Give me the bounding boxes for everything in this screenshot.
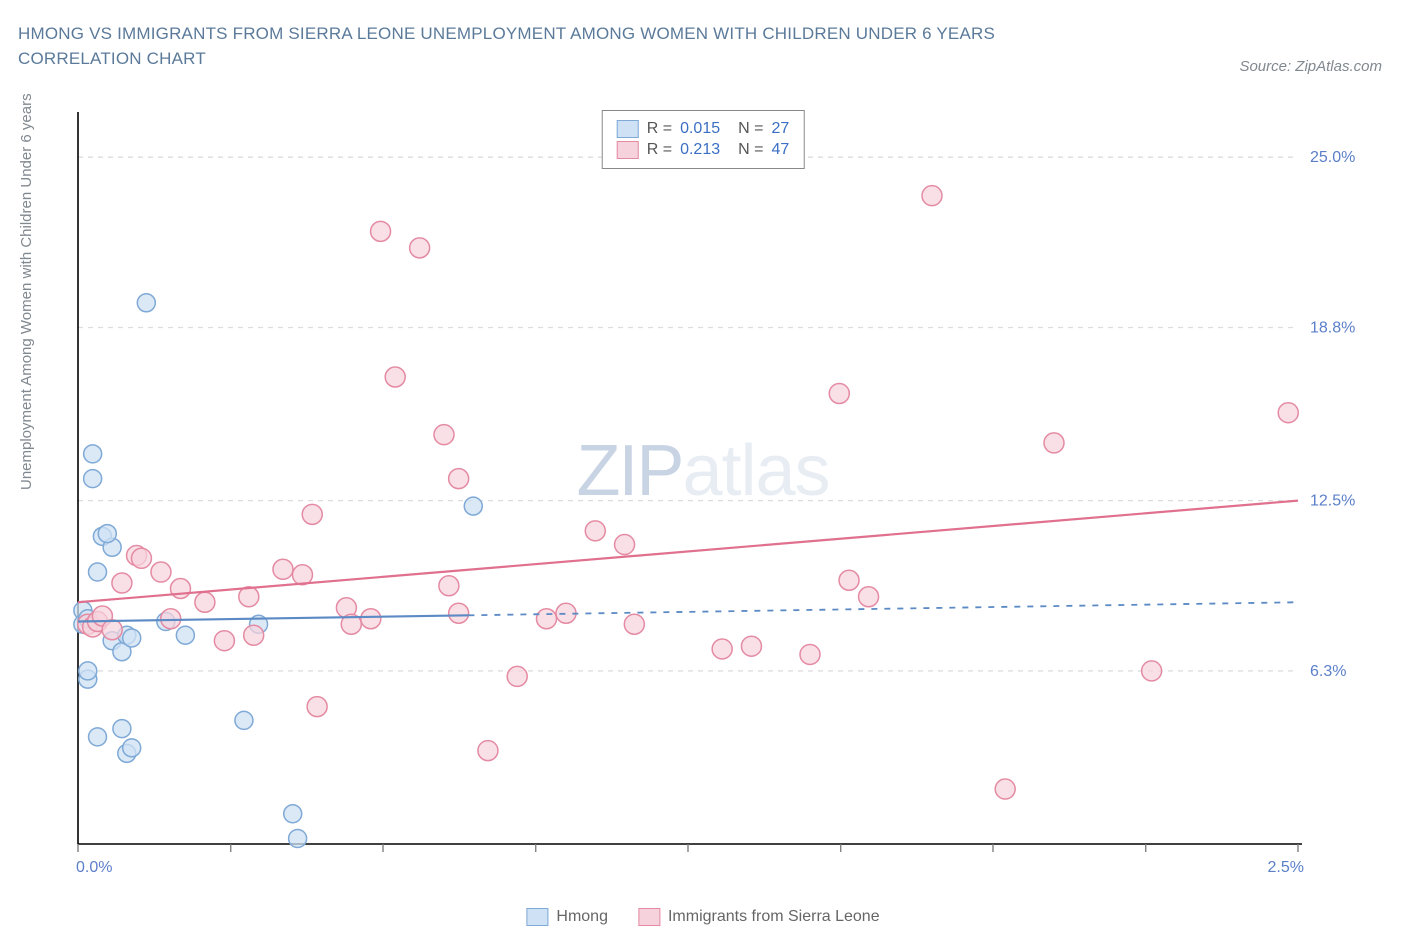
y-tick-label: 25.0%: [1310, 149, 1355, 166]
data-point-sierra: [161, 609, 181, 629]
data-point-hmong: [84, 445, 102, 463]
data-point-hmong: [84, 470, 102, 488]
data-point-sierra: [1044, 433, 1064, 453]
stat-r-label: R =: [647, 120, 672, 138]
plot-svg: 6.3% 12.5% 18.8% 25.0% 0.0% 2.5%: [70, 108, 1370, 878]
legend-swatch: [638, 908, 660, 926]
data-point-sierra: [995, 779, 1015, 799]
data-point-sierra: [615, 535, 635, 555]
data-point-hmong: [113, 720, 131, 738]
data-point-sierra: [102, 620, 122, 640]
data-point-sierra: [302, 504, 322, 524]
data-point-sierra: [922, 186, 942, 206]
stats-swatch: [617, 141, 639, 159]
data-point-sierra: [170, 579, 190, 599]
data-point-hmong: [89, 728, 107, 746]
chart-title: HMONG VS IMMIGRANTS FROM SIERRA LEONE UN…: [18, 22, 1118, 71]
data-point-sierra: [829, 383, 849, 403]
data-point-sierra: [1142, 661, 1162, 681]
data-point-sierra: [195, 592, 215, 612]
x-tick-label: 0.0%: [76, 859, 112, 876]
y-tick-label: 6.3%: [1310, 663, 1346, 680]
data-point-sierra: [439, 576, 459, 596]
data-point-sierra: [449, 469, 469, 489]
source-attribution: Source: ZipAtlas.com: [1239, 58, 1382, 75]
data-point-hmong: [137, 294, 155, 312]
data-point-sierra: [434, 425, 454, 445]
data-point-sierra: [712, 639, 732, 659]
legend-label: Immigrants from Sierra Leone: [668, 908, 880, 926]
data-point-sierra: [273, 559, 293, 579]
legend-item-hmong: Hmong: [526, 908, 608, 926]
data-point-sierra: [244, 625, 264, 645]
data-point-sierra: [214, 631, 234, 651]
y-tick-label: 18.8%: [1310, 320, 1355, 337]
data-point-hmong: [289, 830, 307, 848]
legend: Hmong Immigrants from Sierra Leone: [526, 908, 879, 926]
data-point-sierra: [478, 741, 498, 761]
trend-line-hmong: [78, 615, 468, 621]
data-point-sierra: [1278, 403, 1298, 423]
stats-swatch: [617, 120, 639, 138]
scatter-plot: 6.3% 12.5% 18.8% 25.0% 0.0% 2.5%: [70, 108, 1370, 878]
data-point-sierra: [800, 644, 820, 664]
correlation-stats-box: R = 0.015 N = 27 R = 0.213 N = 47: [602, 110, 805, 169]
stats-row-sierra: R = 0.213 N = 47: [617, 141, 790, 159]
stat-r-value: 0.015: [680, 120, 720, 138]
y-tick-label: 12.5%: [1310, 493, 1355, 510]
data-point-hmong: [123, 739, 141, 757]
data-point-hmong: [123, 629, 141, 647]
data-point-sierra: [410, 238, 430, 258]
data-point-sierra: [112, 573, 132, 593]
data-point-sierra: [585, 521, 605, 541]
data-point-sierra: [741, 636, 761, 656]
data-point-sierra: [385, 367, 405, 387]
data-point-sierra: [507, 666, 527, 686]
stat-n-value: 47: [771, 141, 789, 159]
data-point-sierra: [292, 565, 312, 585]
data-point-sierra: [307, 697, 327, 717]
data-point-sierra: [449, 603, 469, 623]
stat-r-value: 0.213: [680, 141, 720, 159]
data-point-hmong: [464, 497, 482, 515]
trend-line-extrapolated-hmong: [468, 602, 1298, 615]
data-point-sierra: [839, 570, 859, 590]
data-point-sierra: [371, 221, 391, 241]
data-point-sierra: [131, 548, 151, 568]
legend-swatch: [526, 908, 548, 926]
stat-n-label: N =: [738, 141, 763, 159]
data-point-hmong: [89, 563, 107, 581]
data-point-hmong: [176, 626, 194, 644]
data-point-hmong: [284, 805, 302, 823]
data-point-sierra: [239, 587, 259, 607]
legend-label: Hmong: [556, 908, 608, 926]
legend-item-sierra: Immigrants from Sierra Leone: [638, 908, 880, 926]
data-point-sierra: [624, 614, 644, 634]
data-point-sierra: [536, 609, 556, 629]
data-point-sierra: [859, 587, 879, 607]
data-point-hmong: [79, 662, 97, 680]
trend-line-sierra: [78, 501, 1298, 603]
stat-r-label: R =: [647, 141, 672, 159]
data-point-sierra: [151, 562, 171, 582]
data-point-hmong: [98, 525, 116, 543]
data-point-sierra: [361, 609, 381, 629]
stat-n-label: N =: [738, 120, 763, 138]
data-point-hmong: [235, 711, 253, 729]
stats-row-hmong: R = 0.015 N = 27: [617, 120, 790, 138]
y-axis-label: Unemployment Among Women with Children U…: [18, 93, 35, 490]
stat-n-value: 27: [771, 120, 789, 138]
x-tick-label: 2.5%: [1268, 859, 1304, 876]
